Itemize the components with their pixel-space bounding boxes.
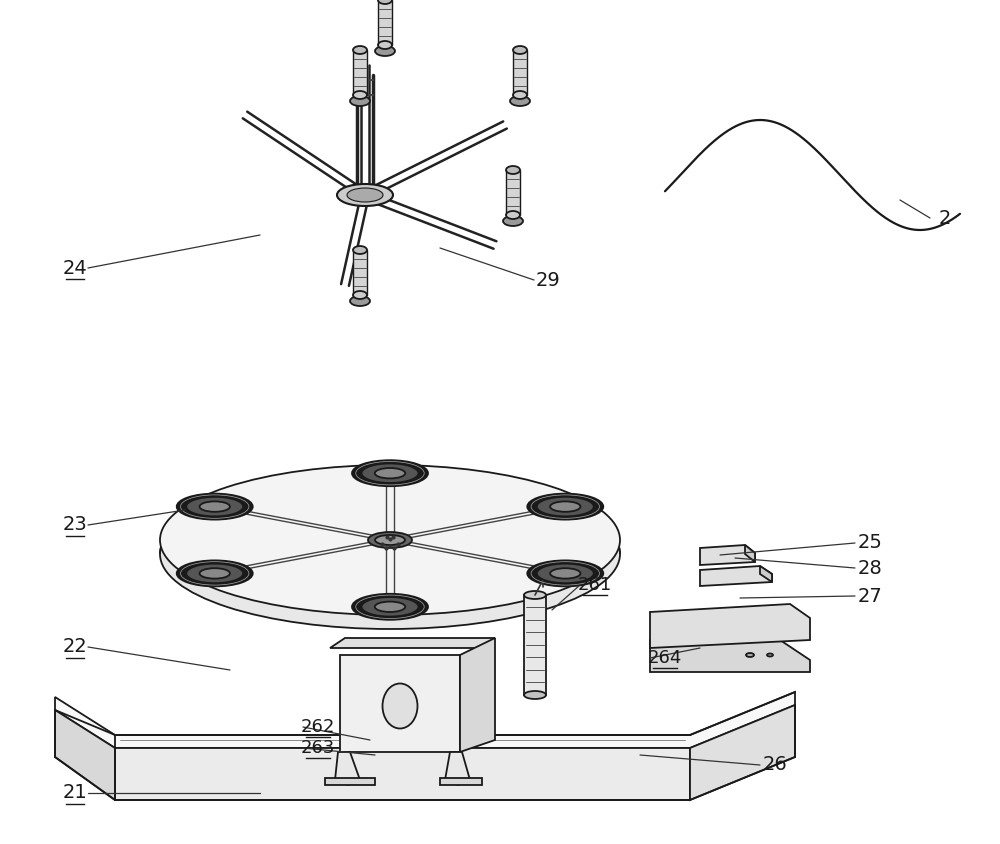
Text: 22: 22 xyxy=(63,637,87,657)
Polygon shape xyxy=(340,655,460,752)
Text: 262: 262 xyxy=(301,718,335,736)
Text: 25: 25 xyxy=(858,533,882,553)
Ellipse shape xyxy=(378,0,392,4)
Polygon shape xyxy=(335,752,360,785)
Ellipse shape xyxy=(506,166,520,174)
Text: 23: 23 xyxy=(63,516,87,534)
Ellipse shape xyxy=(375,602,405,612)
Ellipse shape xyxy=(383,684,418,728)
Polygon shape xyxy=(690,705,795,800)
Polygon shape xyxy=(440,778,482,785)
Ellipse shape xyxy=(362,597,419,616)
Polygon shape xyxy=(700,566,772,586)
Ellipse shape xyxy=(200,501,230,511)
Polygon shape xyxy=(700,545,755,565)
Ellipse shape xyxy=(186,497,243,517)
Polygon shape xyxy=(745,545,755,562)
Text: 264: 264 xyxy=(648,649,682,667)
Polygon shape xyxy=(353,50,367,95)
Text: 21: 21 xyxy=(63,783,87,803)
Ellipse shape xyxy=(375,46,395,56)
Text: 24: 24 xyxy=(63,258,87,278)
Polygon shape xyxy=(55,710,115,800)
Ellipse shape xyxy=(510,96,530,106)
Ellipse shape xyxy=(527,560,603,587)
Ellipse shape xyxy=(378,41,392,49)
Ellipse shape xyxy=(350,296,370,306)
Polygon shape xyxy=(378,0,392,45)
Ellipse shape xyxy=(160,465,620,615)
Ellipse shape xyxy=(503,216,523,226)
Ellipse shape xyxy=(375,468,405,479)
Polygon shape xyxy=(330,638,495,648)
Ellipse shape xyxy=(362,463,419,483)
Ellipse shape xyxy=(767,653,773,657)
Text: 27: 27 xyxy=(858,587,882,605)
Ellipse shape xyxy=(550,568,580,579)
Polygon shape xyxy=(513,50,527,95)
Ellipse shape xyxy=(186,564,243,583)
Ellipse shape xyxy=(347,188,383,202)
Polygon shape xyxy=(506,170,520,215)
Ellipse shape xyxy=(352,594,428,619)
Ellipse shape xyxy=(337,184,393,206)
Polygon shape xyxy=(115,748,690,800)
Ellipse shape xyxy=(368,532,412,548)
Polygon shape xyxy=(445,752,470,785)
Ellipse shape xyxy=(746,653,754,657)
Polygon shape xyxy=(460,638,495,752)
Ellipse shape xyxy=(352,460,428,486)
Ellipse shape xyxy=(350,96,370,106)
Ellipse shape xyxy=(353,91,367,99)
Polygon shape xyxy=(650,640,810,672)
Text: 29: 29 xyxy=(536,270,560,289)
Ellipse shape xyxy=(537,564,594,583)
Ellipse shape xyxy=(513,91,527,99)
Text: 261: 261 xyxy=(578,576,612,594)
Text: 26: 26 xyxy=(763,755,787,775)
Ellipse shape xyxy=(177,560,253,587)
Polygon shape xyxy=(524,595,546,695)
Ellipse shape xyxy=(524,691,546,699)
Polygon shape xyxy=(650,604,810,648)
Text: 263: 263 xyxy=(301,739,335,757)
Ellipse shape xyxy=(550,501,580,511)
Ellipse shape xyxy=(537,497,594,517)
Ellipse shape xyxy=(353,291,367,299)
Ellipse shape xyxy=(200,568,230,579)
Ellipse shape xyxy=(524,591,546,599)
Ellipse shape xyxy=(160,479,620,629)
Ellipse shape xyxy=(506,211,520,219)
Ellipse shape xyxy=(527,494,603,520)
Text: 2: 2 xyxy=(939,208,951,228)
Ellipse shape xyxy=(353,46,367,54)
Polygon shape xyxy=(353,250,367,295)
Ellipse shape xyxy=(353,246,367,254)
Polygon shape xyxy=(325,778,375,785)
Ellipse shape xyxy=(177,494,253,520)
Ellipse shape xyxy=(513,46,527,54)
Polygon shape xyxy=(760,566,772,582)
Polygon shape xyxy=(55,692,795,748)
Ellipse shape xyxy=(375,535,405,545)
Text: 28: 28 xyxy=(858,559,882,577)
